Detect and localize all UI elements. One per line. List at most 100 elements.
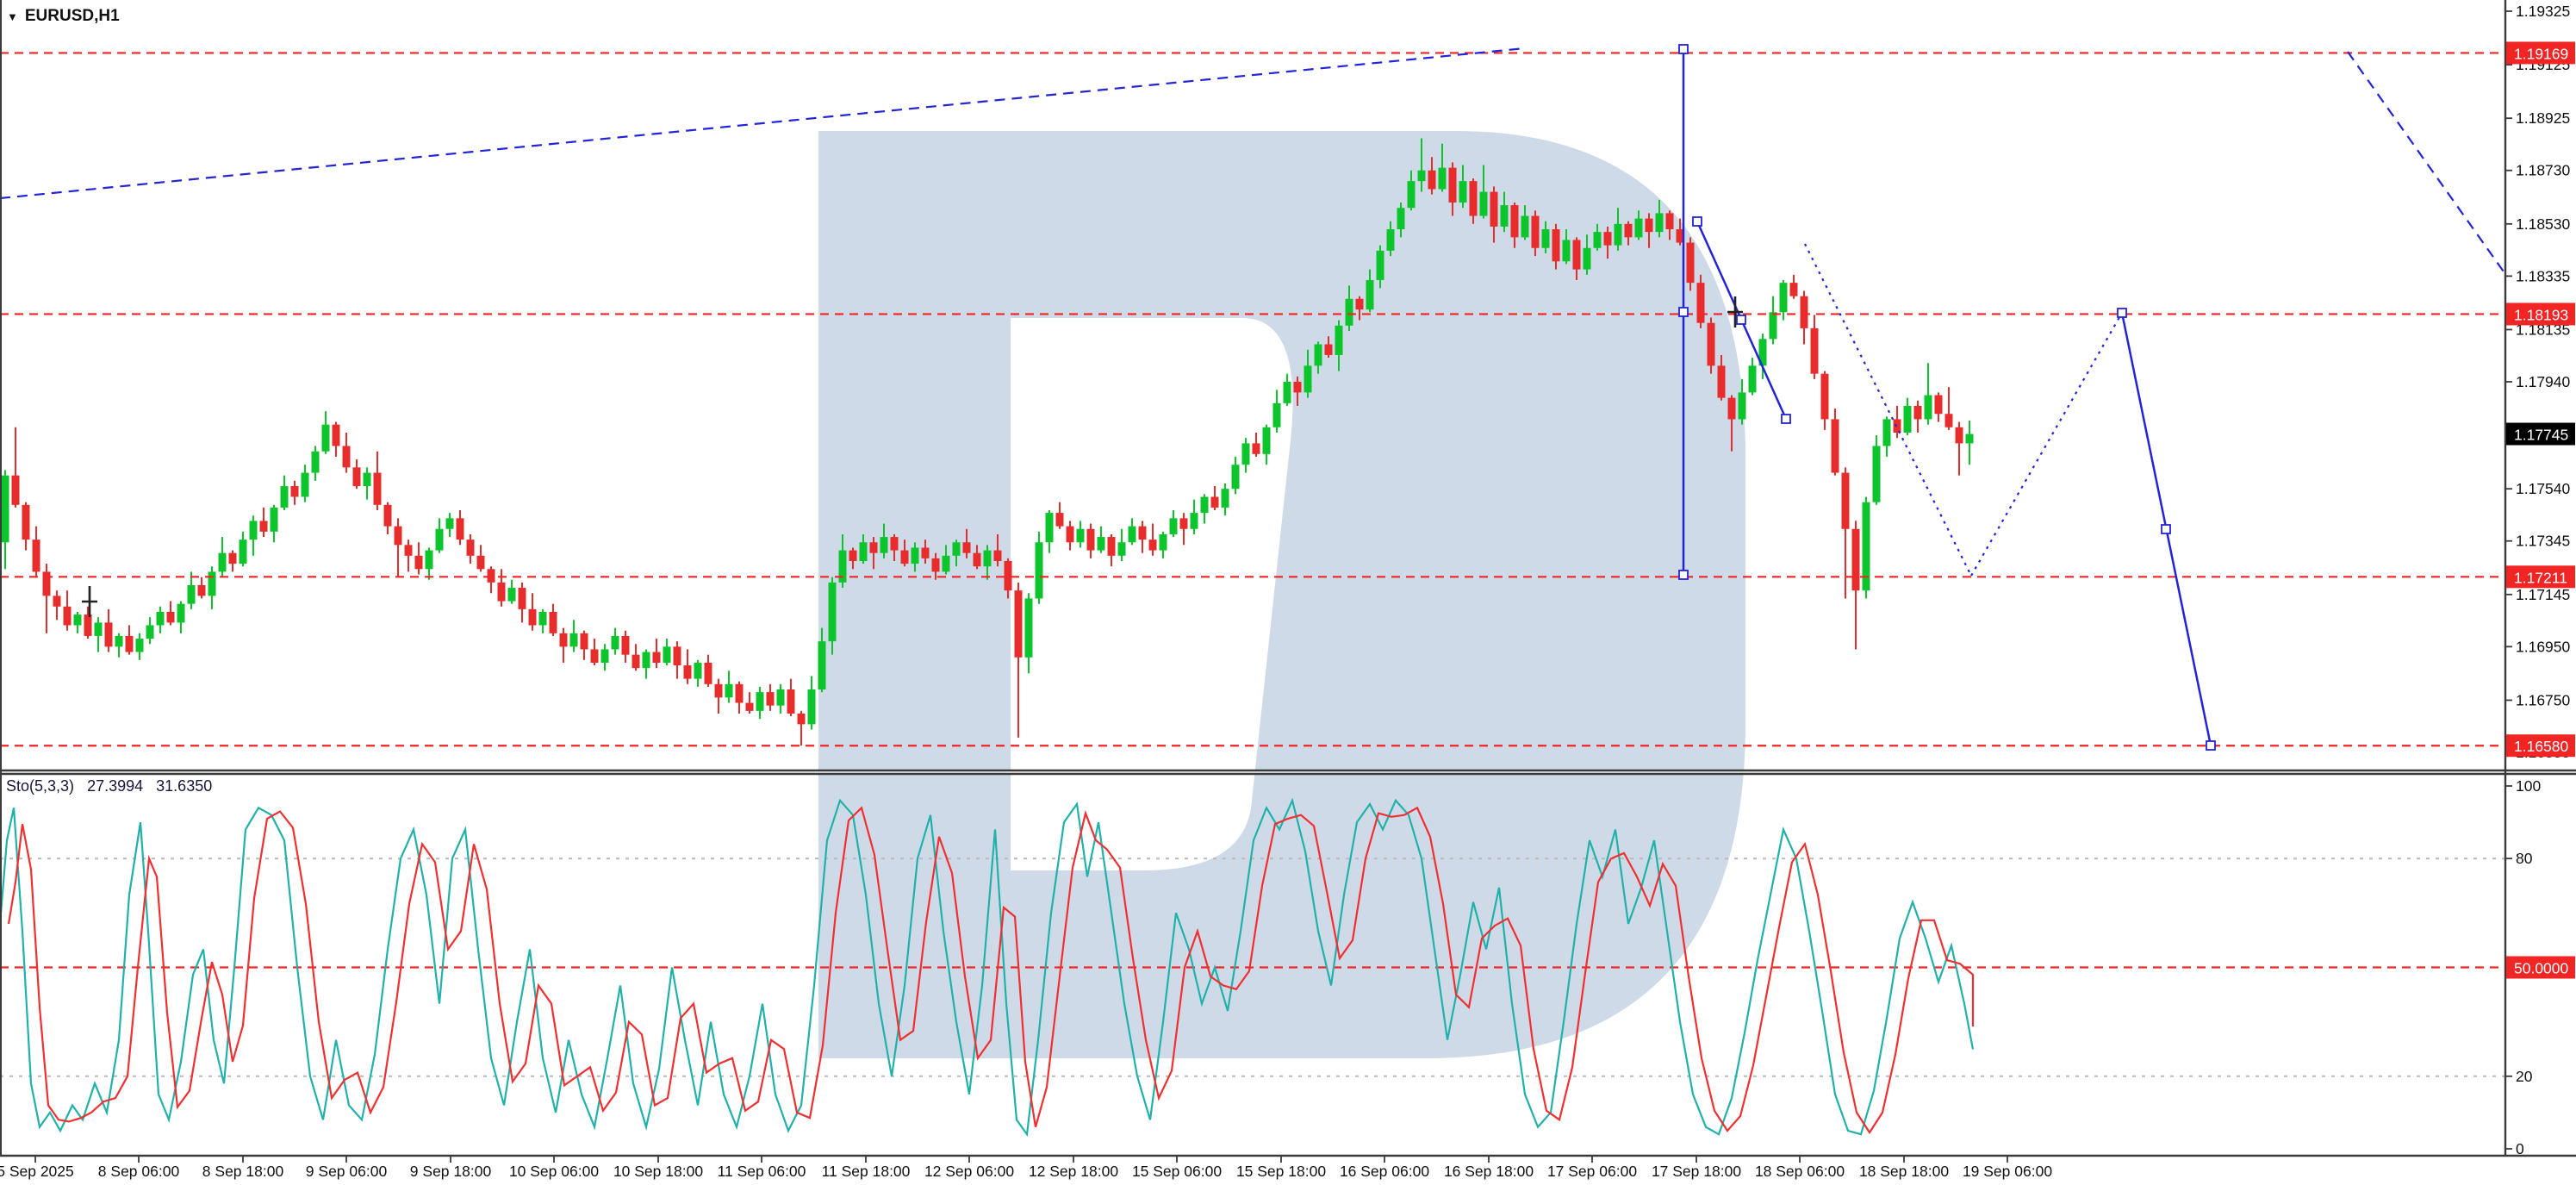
candle-body [1014, 590, 1023, 658]
selection-handle[interactable] [1781, 414, 1791, 424]
candle-body [115, 635, 123, 647]
candle-body [673, 646, 681, 666]
forecast-zigzag-down[interactable] [1804, 243, 1972, 577]
candle-body [1655, 213, 1664, 233]
candle-body [104, 622, 113, 647]
candle-body [445, 518, 454, 529]
candle-body [1345, 298, 1353, 326]
price-axis-label: 1.19325 [2516, 3, 2570, 20]
time-axis-label: 9 Sep 06:00 [306, 1163, 388, 1180]
symbol-dropdown-icon[interactable]: ▼ [7, 9, 18, 23]
candle-body [63, 606, 72, 626]
selection-handle[interactable] [2117, 308, 2127, 318]
candle-body [590, 649, 599, 663]
time-axis-label: 12 Sep 18:00 [1029, 1163, 1118, 1180]
candle-body [1252, 443, 1260, 454]
candle-body [1397, 208, 1405, 230]
candle-body [476, 555, 485, 570]
price-axis-label: 1.18530 [2516, 215, 2571, 233]
candle-body [1324, 344, 1333, 355]
price-axis-label: 1.16950 [2516, 638, 2571, 655]
candle-body [683, 665, 692, 679]
candle-body [962, 542, 971, 553]
ascending-dashed-trendline[interactable] [0, 47, 1526, 200]
time-axis: 5 Sep 2025 8 Sep 06:00 8 Sep 18:00 9 Sep 06… [0, 1156, 2052, 1180]
broker-logo-watermark [818, 131, 1745, 1058]
candle-body [1696, 283, 1705, 323]
candlestick-series [1, 138, 1974, 746]
candle-body [1965, 433, 1974, 444]
candle-body [797, 713, 806, 725]
candle-body [218, 552, 227, 572]
current-price-badge-bg [2506, 422, 2575, 446]
candle-body [632, 654, 640, 669]
candle-body [1221, 489, 1229, 508]
candle-body [1510, 205, 1519, 238]
price-axis-label: 1.17345 [2516, 533, 2570, 550]
candle-body [1707, 322, 1715, 366]
candle-body [1572, 240, 1581, 270]
candle-body [1686, 242, 1695, 284]
candle-body [1934, 395, 1943, 415]
indicator-level-badge-text: 50.0000 [2514, 960, 2569, 977]
selection-handle[interactable] [1678, 44, 1689, 54]
candle-body [642, 652, 650, 669]
selection-handle[interactable] [1678, 570, 1689, 580]
time-axis-label: 18 Sep 06:00 [1755, 1163, 1845, 1180]
candle-body [435, 528, 444, 551]
candle-body [280, 486, 289, 508]
level-price-badge: 1.16580 [2506, 734, 2575, 758]
descending-dashed-trendline[interactable] [2347, 51, 2506, 275]
price-axis-label: 1.18135 [2516, 321, 2570, 338]
candle-body [414, 555, 423, 570]
candle-body [1128, 526, 1136, 543]
forecast-zigzag-up[interactable] [1970, 312, 2123, 577]
candle-body [756, 692, 764, 711]
candle-body [1469, 181, 1478, 216]
candle-body [1314, 344, 1322, 366]
candle-body [1076, 528, 1085, 543]
candle-body [1748, 365, 1757, 393]
candle-body [1231, 465, 1240, 490]
candle-body [1676, 229, 1684, 243]
candle-body [1789, 283, 1798, 296]
candle-body [466, 539, 475, 556]
indicator-axis-label: 20 [2516, 1068, 2533, 1085]
candle-body [1665, 213, 1674, 230]
candle-body [1459, 181, 1467, 203]
current-price-badge: 1.17745 [2506, 422, 2575, 446]
candle-body [549, 611, 557, 633]
candle-body [1593, 232, 1602, 248]
candle-body [42, 571, 51, 596]
stochastic-main-line [0, 797, 1975, 1138]
selection-handle[interactable] [1692, 216, 1702, 227]
candle-body [352, 467, 361, 487]
candle-body [1851, 528, 1860, 591]
level-price-badge: 1.17211 [2506, 565, 2575, 589]
time-axis-label: 9 Sep 18:00 [410, 1163, 492, 1180]
selection-handle[interactable] [2206, 740, 2216, 751]
candle-body [1304, 365, 1312, 393]
candle-body [714, 683, 723, 698]
candle-body [1179, 518, 1188, 529]
time-axis-label: 18 Sep 18:00 [1859, 1163, 1949, 1180]
selection-handle[interactable] [1736, 315, 1746, 325]
candle-body [73, 614, 82, 626]
candle-body [1086, 528, 1095, 551]
selection-handle[interactable] [1678, 307, 1689, 317]
candle-body [983, 550, 992, 567]
stochastic-signal-line [7, 806, 1975, 1135]
candle-body [1097, 537, 1105, 551]
candle-body [1583, 247, 1591, 270]
candle-body [125, 635, 134, 652]
candle-body [1066, 526, 1074, 543]
candle-body [1438, 167, 1447, 190]
time-axis-label: 8 Sep 06:00 [98, 1163, 180, 1180]
level-price-badge-text: 1.18193 [2514, 306, 2568, 323]
indicator-level-badge: 50.0000 [2506, 956, 2575, 979]
stochastic-panel [0, 797, 2505, 1138]
indicator-axis-label: 0 [2516, 1140, 2524, 1157]
candle-body [1283, 381, 1291, 403]
candle-body [363, 472, 371, 487]
selection-handle[interactable] [2161, 524, 2171, 534]
